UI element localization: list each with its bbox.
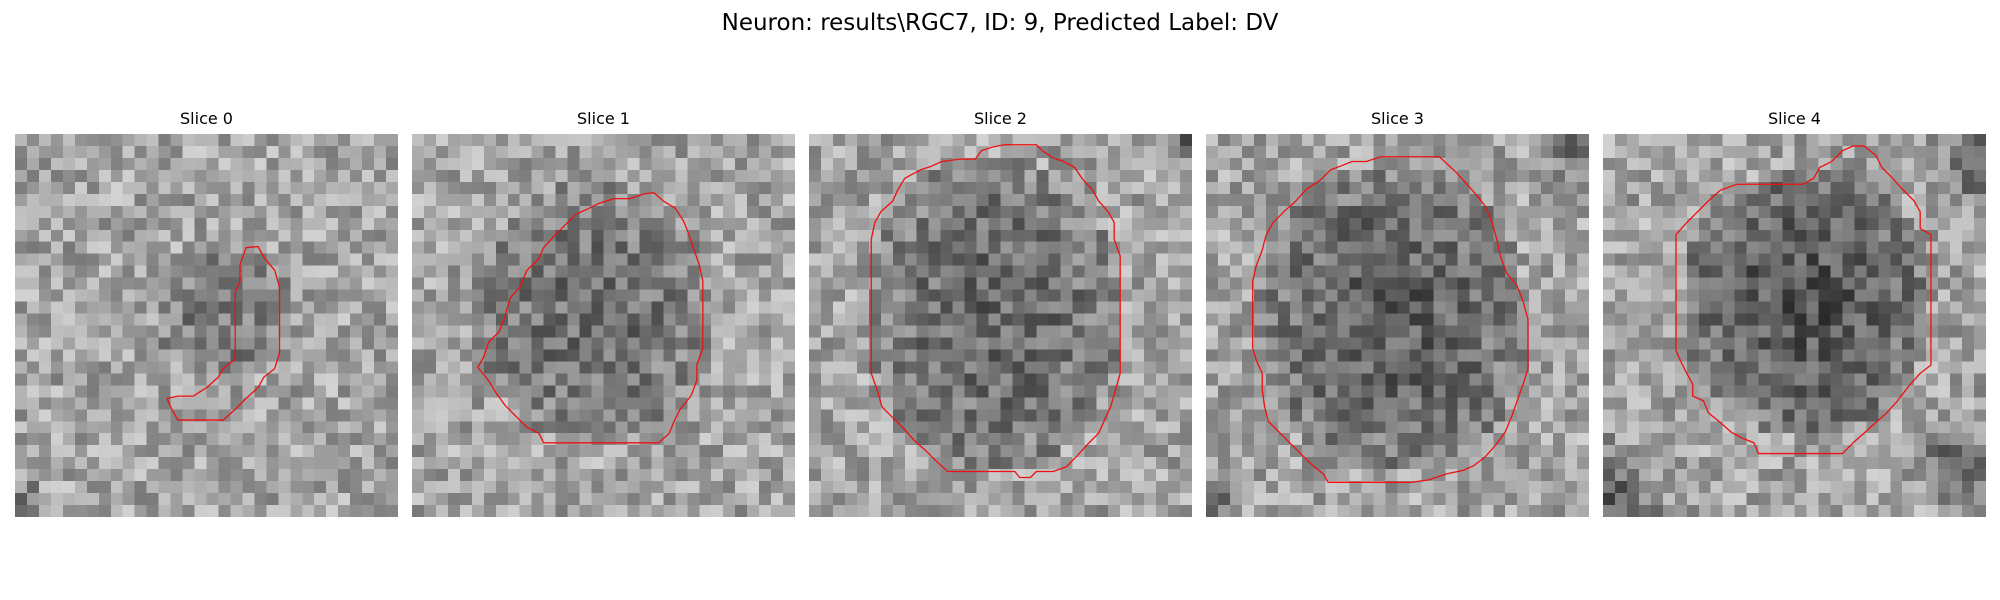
slice-panel-4: Slice 4: [1603, 107, 1986, 517]
segmentation-contour-1: [477, 191, 704, 444]
slice-pixels-4: [1603, 134, 1986, 517]
slice-pixels-1: [412, 134, 795, 517]
slice-panel-2: Slice 2: [809, 107, 1192, 517]
slice-image-2: [809, 134, 1192, 517]
slice-image-0: [15, 134, 398, 517]
slice-title-2: Slice 2: [974, 109, 1027, 128]
slice-panel-1: Slice 1: [412, 107, 795, 517]
slice-title-3: Slice 3: [1371, 109, 1424, 128]
slice-pixels-3: [1206, 134, 1589, 517]
slice-image-3: [1206, 134, 1589, 517]
slice-pixels-2: [809, 134, 1192, 517]
figure-title: Neuron: results\RGC7, ID: 9, Predicted L…: [721, 10, 1279, 36]
slice-image-1: [412, 134, 795, 517]
slice-panel-0: Slice 0: [15, 107, 398, 517]
slice-title-0: Slice 0: [180, 109, 233, 128]
segmentation-contour-4: [1675, 145, 1932, 455]
segmentation-contour-2: [870, 144, 1121, 479]
slice-panel-3: Slice 3: [1206, 107, 1589, 517]
slice-title-4: Slice 4: [1768, 109, 1821, 128]
segmentation-contour-3: [1252, 156, 1529, 483]
slice-title-1: Slice 1: [577, 109, 630, 128]
segmentation-contour-0: [166, 245, 281, 421]
slice-pixels-0: [15, 134, 398, 517]
slice-image-4: [1603, 134, 1986, 517]
